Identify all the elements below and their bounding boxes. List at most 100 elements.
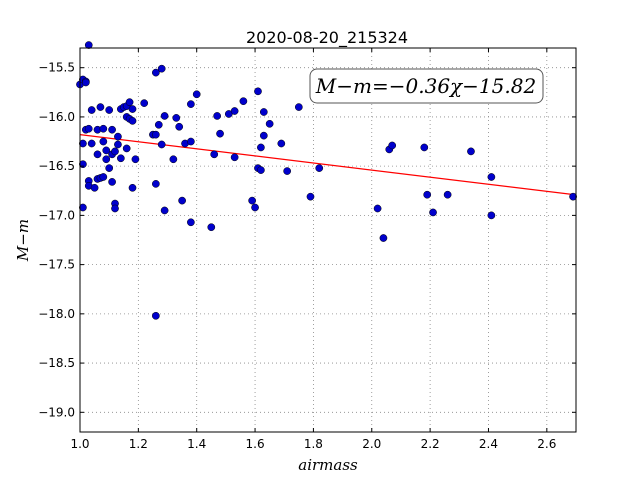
x-tick-label: 1.2 xyxy=(129,437,148,451)
data-point xyxy=(388,141,397,150)
y-tick-label: −16.5 xyxy=(38,159,75,173)
data-point xyxy=(152,311,160,320)
data-point xyxy=(423,190,432,199)
data-point xyxy=(152,180,160,188)
data-point xyxy=(79,203,87,212)
plot-area xyxy=(80,48,576,432)
data-point xyxy=(105,164,114,172)
data-point xyxy=(265,119,274,128)
data-point xyxy=(187,218,195,227)
data-point xyxy=(96,103,105,111)
x-tick-label: 1.0 xyxy=(70,437,89,451)
x-tick-label: 1.4 xyxy=(187,437,206,451)
data-point xyxy=(160,206,169,215)
data-point xyxy=(87,106,96,114)
data-point xyxy=(172,114,181,122)
y-tick-label: −18.0 xyxy=(38,307,75,321)
data-point xyxy=(152,68,160,77)
data-point xyxy=(114,140,122,149)
data-point xyxy=(207,223,216,232)
data-point xyxy=(257,143,265,152)
x-tick-label: 2.4 xyxy=(479,437,498,451)
axis-ticks: 1.0 1.2 1.4 1.6 1.8 2.0 2.2 2.4 2.6 −15.5 −16.0 −16… xyxy=(38,48,576,451)
data-point xyxy=(84,41,93,49)
annotation-box: M−m=−0.36χ−15.82 xyxy=(309,68,544,104)
data-point xyxy=(251,203,259,212)
x-tick-label: 1.6 xyxy=(246,437,265,451)
data-point xyxy=(175,122,184,131)
data-point xyxy=(259,131,268,140)
data-point xyxy=(429,208,437,217)
data-point xyxy=(116,154,125,163)
data-point xyxy=(157,64,166,73)
data-point xyxy=(283,167,292,175)
data-point xyxy=(192,90,201,99)
plot-frame xyxy=(79,47,577,433)
data-point xyxy=(128,105,137,113)
x-tick-label: 2.6 xyxy=(537,437,556,451)
y-tick-label: −17.5 xyxy=(38,258,75,272)
data-point xyxy=(87,139,96,148)
data-point xyxy=(140,99,149,107)
data-point xyxy=(373,204,382,213)
data-point xyxy=(239,97,248,106)
data-point xyxy=(131,155,140,164)
data-point xyxy=(108,178,116,186)
data-point xyxy=(99,173,108,181)
x-tick-label: 1.8 xyxy=(304,437,323,451)
data-point xyxy=(102,146,111,155)
data-point xyxy=(178,196,186,205)
data-point xyxy=(152,130,160,139)
data-point xyxy=(111,204,119,213)
grid xyxy=(79,48,576,432)
data-point xyxy=(114,132,122,141)
data-point xyxy=(90,183,99,192)
data-point xyxy=(108,125,116,134)
y-tick-label: −15.5 xyxy=(38,61,75,75)
data-point xyxy=(187,137,195,146)
data-point xyxy=(210,150,219,159)
data-point xyxy=(306,192,315,201)
data-point xyxy=(157,140,166,149)
data-point xyxy=(81,78,90,87)
data-point xyxy=(102,155,111,164)
data-point xyxy=(99,124,108,133)
fit-equation: M−m=−0.36χ−15.82 xyxy=(315,74,536,98)
x-tick-label: 2.2 xyxy=(421,437,440,451)
data-point xyxy=(443,190,452,199)
data-point xyxy=(111,147,119,156)
data-point xyxy=(79,139,87,148)
y-tick-label: −19.0 xyxy=(38,405,75,419)
data-point xyxy=(128,117,137,125)
data-point xyxy=(487,173,496,181)
data-point xyxy=(213,112,221,120)
data-point xyxy=(154,120,163,129)
data-point xyxy=(230,107,239,115)
x-axis-label: airmass xyxy=(298,456,358,474)
chart-title: 2020-08-20_215324 xyxy=(246,28,408,48)
data-point xyxy=(315,164,324,172)
data-point xyxy=(216,129,224,138)
y-tick-label: −18.5 xyxy=(38,356,75,370)
y-tick-label: −16.0 xyxy=(38,110,75,124)
data-point xyxy=(84,124,93,133)
data-point xyxy=(294,103,303,111)
data-point xyxy=(187,100,195,108)
y-axis-label: M−m xyxy=(14,219,32,262)
data-point xyxy=(122,144,131,153)
data-point xyxy=(230,153,239,162)
data-point xyxy=(277,139,286,148)
data-point xyxy=(254,87,262,96)
data-point xyxy=(125,98,134,107)
data-point xyxy=(160,112,169,120)
data-point xyxy=(105,106,114,114)
data-point xyxy=(248,196,256,205)
data-point xyxy=(93,150,102,159)
data-point xyxy=(128,183,137,192)
y-tick-label: −17.0 xyxy=(38,208,75,222)
data-point xyxy=(467,147,475,156)
x-tick-label: 2.0 xyxy=(362,437,381,451)
data-point xyxy=(257,166,265,174)
data-point xyxy=(569,192,577,201)
data-point xyxy=(487,211,496,220)
